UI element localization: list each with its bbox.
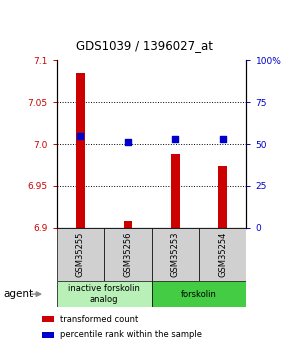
Text: GSM35255: GSM35255 [76,232,85,277]
Point [126,140,130,145]
Text: agent: agent [3,289,33,299]
Bar [42,332,54,337]
Text: transformed count: transformed count [60,315,139,324]
Text: GDS1039 / 1396027_at: GDS1039 / 1396027_at [77,39,213,52]
Text: GSM35253: GSM35253 [171,232,180,277]
Text: percentile rank within the sample: percentile rank within the sample [60,330,202,339]
Bar [218,166,227,228]
Text: forskolin: forskolin [181,289,217,299]
Text: GSM35256: GSM35256 [123,232,132,277]
Bar [76,73,85,228]
Bar [104,228,151,281]
Bar [124,221,132,228]
Bar [199,228,246,281]
Point [173,136,177,142]
Point [220,136,225,142]
Bar [171,154,180,228]
Text: GSM35254: GSM35254 [218,232,227,277]
Bar [42,316,54,322]
Point [78,133,83,138]
Bar [57,281,151,307]
Bar [151,281,246,307]
Bar [151,228,199,281]
Bar [57,228,104,281]
Text: inactive forskolin
analog: inactive forskolin analog [68,284,140,304]
